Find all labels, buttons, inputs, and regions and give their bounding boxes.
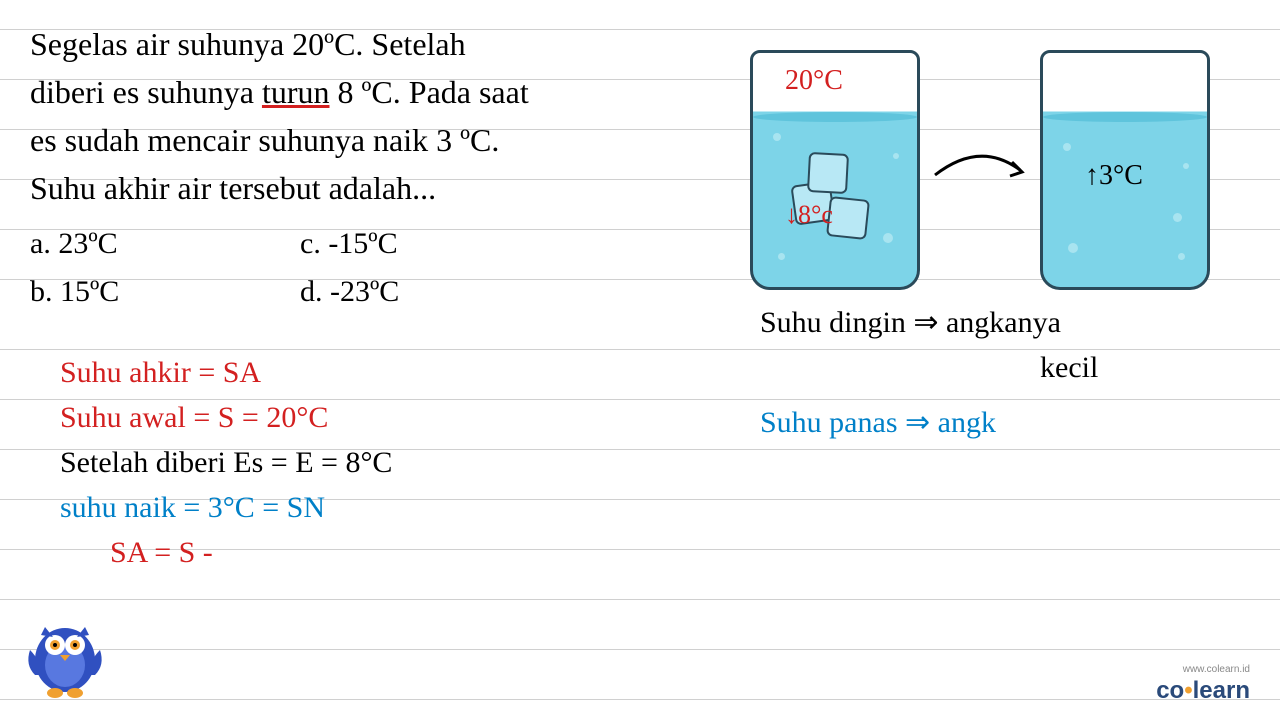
problem-line2-pre: diberi es suhunya [30, 74, 262, 110]
problem-underlined: turun [262, 74, 330, 110]
problem-line1: Segelas air suhunya 20ºC. Setelah [30, 26, 466, 62]
problem-line2-post: 8 ºC. Pada saat [330, 74, 529, 110]
logo-dot: • [1184, 677, 1192, 704]
mascot-owl-icon [15, 605, 115, 705]
note-r2: kecil [1040, 345, 1098, 390]
notes-left: Suhu ahkir = SA Suhu awal = S = 20°C Set… [60, 350, 392, 575]
note-l2: Suhu awal = S = 20°C [60, 395, 392, 440]
option-a: a. 23ºC [30, 220, 300, 268]
note-l3: Setelah diberi Es = E = 8°C [60, 440, 392, 485]
logo-co: co [1156, 677, 1184, 704]
problem-text: Segelas air suhunya 20ºC. Setelah diberi… [30, 20, 680, 212]
website-url: www.colearn.id [1183, 664, 1250, 675]
note-l1: Suhu ahkir = SA [60, 350, 392, 395]
options-grid: a. 23ºC c. -15ºC b. 15ºC d. -23ºC [30, 220, 1250, 316]
problem-line4: Suhu akhir air tersebut adalah... [30, 170, 436, 206]
option-d: d. -23ºC [300, 268, 570, 316]
logo-learn: learn [1193, 677, 1250, 704]
option-b: b. 15ºC [30, 268, 300, 316]
brand-logo: co•learn [1156, 677, 1250, 705]
problem-line3: es sudah mencair suhunya naik 3 ºC. [30, 122, 499, 158]
option-c: c. -15ºC [300, 220, 570, 268]
note-r3: Suhu panas ⇒ angk [760, 400, 1098, 445]
note-l4: suhu naik = 3°C = SN [60, 485, 392, 530]
note-l5: SA = S - [110, 530, 392, 575]
